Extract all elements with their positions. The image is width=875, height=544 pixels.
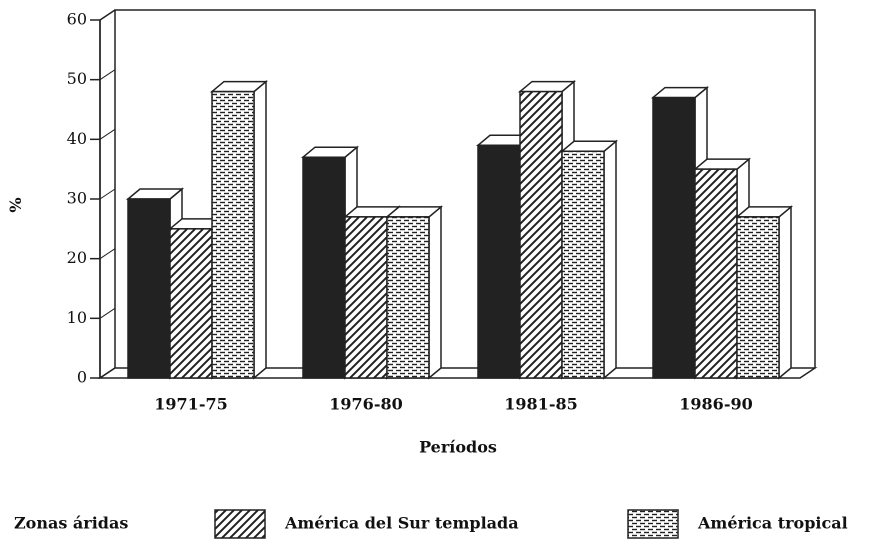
bar [736, 216, 780, 379]
legend-swatch [627, 509, 679, 539]
y-axis-label: % [6, 197, 25, 212]
bar [519, 90, 563, 379]
y-tick-diag [99, 188, 116, 200]
y-tick-label: 50 [67, 69, 87, 88]
legend-label: Zonas áridas [14, 514, 128, 533]
y-tick-label: 10 [67, 308, 87, 327]
bar [169, 228, 213, 379]
y-tick-label: 40 [67, 129, 87, 148]
bar [561, 150, 605, 379]
bar-side [253, 79, 267, 380]
y-tick-label: 0 [77, 368, 87, 387]
bar [386, 216, 430, 379]
bar [344, 216, 388, 379]
x-tick-label: 1981-85 [504, 395, 577, 414]
y-tick-diag [99, 248, 116, 260]
bar [211, 90, 255, 379]
x-tick-label: 1986-90 [679, 395, 752, 414]
legend-swatch [214, 509, 266, 539]
bar-side [778, 205, 792, 380]
y-tick-diag [99, 367, 116, 379]
bar [302, 156, 346, 379]
x-axis-label: Períodos [419, 438, 497, 457]
y-tick-diag [99, 307, 116, 319]
x-tick-label: 1976-80 [329, 395, 402, 414]
y-tick-label: 20 [67, 248, 87, 267]
y-tick-diag [99, 69, 116, 81]
y-tick-label: 30 [67, 189, 87, 208]
legend-label: América tropical [697, 514, 848, 533]
bar [694, 168, 738, 379]
bar-side [603, 139, 617, 380]
bar [477, 144, 521, 379]
bar-side [428, 205, 442, 380]
y-tick-diag [99, 128, 116, 140]
bar [127, 198, 171, 379]
y-tick-label: 60 [67, 10, 87, 29]
bar [652, 96, 696, 379]
x-tick-label: 1971-75 [154, 395, 227, 414]
y-tick-diag [99, 9, 116, 21]
legend-label: América del Sur templada [284, 514, 519, 533]
